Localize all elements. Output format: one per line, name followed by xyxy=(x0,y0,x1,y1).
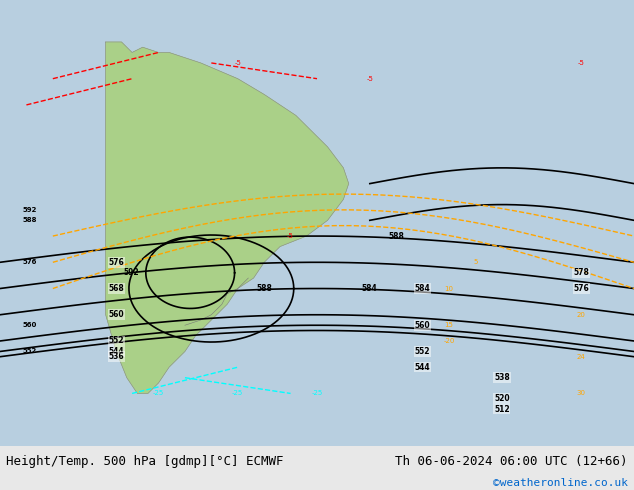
Text: 576: 576 xyxy=(22,259,37,265)
Text: 560: 560 xyxy=(415,321,430,330)
Text: -25: -25 xyxy=(153,391,164,396)
Text: 512: 512 xyxy=(494,405,510,414)
Text: 30: 30 xyxy=(577,391,586,396)
Text: 520: 520 xyxy=(494,394,510,403)
Text: 578: 578 xyxy=(573,269,589,277)
Polygon shape xyxy=(0,0,634,446)
Text: 5: 5 xyxy=(474,259,477,265)
Polygon shape xyxy=(106,42,349,393)
Text: -5: -5 xyxy=(366,75,373,82)
Text: 538: 538 xyxy=(494,373,510,382)
Text: -5: -5 xyxy=(287,233,294,239)
Text: 560: 560 xyxy=(108,310,124,319)
Text: 10: 10 xyxy=(444,286,453,292)
Text: 552: 552 xyxy=(22,348,36,354)
Text: -5: -5 xyxy=(578,60,585,66)
Text: 584: 584 xyxy=(362,284,378,293)
Text: 552: 552 xyxy=(415,347,430,356)
Text: 544: 544 xyxy=(415,363,430,372)
Text: 568: 568 xyxy=(108,284,124,293)
Text: 20: 20 xyxy=(577,312,586,318)
Text: 588: 588 xyxy=(256,284,272,293)
Text: Height/Temp. 500 hPa [gdmp][°C] ECMWF: Height/Temp. 500 hPa [gdmp][°C] ECMWF xyxy=(6,455,284,468)
Text: 576: 576 xyxy=(108,258,124,267)
Text: 592: 592 xyxy=(124,269,139,277)
Text: -20: -20 xyxy=(443,338,455,344)
Text: 536: 536 xyxy=(108,352,124,361)
Text: 24: 24 xyxy=(577,354,586,360)
Text: 588: 588 xyxy=(22,218,37,223)
Text: 576: 576 xyxy=(573,284,589,293)
Text: 588: 588 xyxy=(388,232,404,241)
Text: ©weatheronline.co.uk: ©weatheronline.co.uk xyxy=(493,478,628,489)
Text: -5: -5 xyxy=(235,60,241,66)
Text: 552: 552 xyxy=(108,337,124,345)
Text: 544: 544 xyxy=(108,347,124,356)
Text: 15: 15 xyxy=(444,322,453,328)
Text: 560: 560 xyxy=(22,322,37,328)
Text: -25: -25 xyxy=(232,391,243,396)
Text: Th 06-06-2024 06:00 UTC (12+66): Th 06-06-2024 06:00 UTC (12+66) xyxy=(395,455,628,468)
Text: -25: -25 xyxy=(311,391,323,396)
Text: 592: 592 xyxy=(22,207,37,213)
Text: 584: 584 xyxy=(415,284,430,293)
